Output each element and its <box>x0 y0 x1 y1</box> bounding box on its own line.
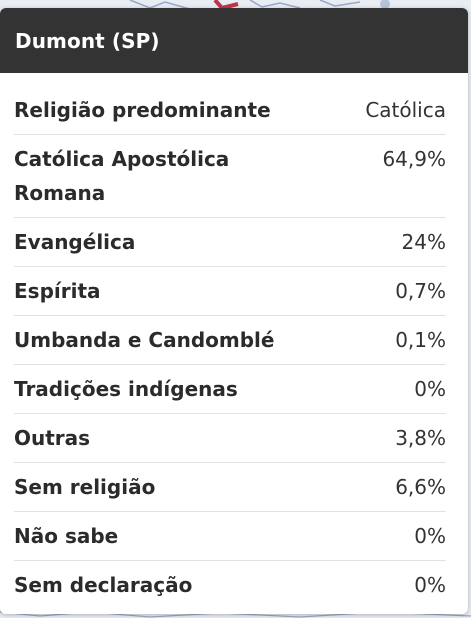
table-row: Espírita 0,7% <box>14 267 446 316</box>
row-label: Sem religião <box>14 475 156 499</box>
row-value: 64,9% <box>382 147 446 171</box>
row-label: Espírita <box>14 279 101 303</box>
row-value: 0% <box>414 573 446 597</box>
row-value: 6,6% <box>395 475 446 499</box>
row-value: Católica <box>365 98 446 122</box>
row-label: Religião predominante <box>14 98 271 122</box>
table-row: Outras 3,8% <box>14 414 446 463</box>
row-label: Não sabe <box>14 524 119 548</box>
row-value: 0% <box>414 524 446 548</box>
row-value: 0% <box>414 377 446 401</box>
table-row: Católica Apostólica Romana 64,9% <box>14 135 446 218</box>
row-value: 0,7% <box>395 279 446 303</box>
municipality-popup: Dumont (SP) Religião predominante Católi… <box>0 8 468 614</box>
row-label: Umbanda e Candomblé <box>14 328 275 352</box>
row-label: Evangélica <box>14 230 136 254</box>
table-row: Evangélica 24% <box>14 218 446 267</box>
table-row: Religião predominante Católica <box>14 93 446 135</box>
table-row: Sem religião 6,6% <box>14 463 446 512</box>
row-label: Outras <box>14 426 91 450</box>
row-label: Católica Apostólica Romana <box>14 147 230 205</box>
row-label: Tradições indígenas <box>14 377 238 401</box>
row-value: 0,1% <box>395 328 446 352</box>
religion-table: Religião predominante Católica Católica … <box>14 93 446 609</box>
table-row: Umbanda e Candomblé 0,1% <box>14 316 446 365</box>
popup-title: Dumont (SP) <box>15 28 160 53</box>
popup-header: Dumont (SP) <box>0 8 468 73</box>
table-row: Não sabe 0% <box>14 512 446 561</box>
table-row: Tradições indígenas 0% <box>14 365 446 414</box>
row-value: 3,8% <box>395 426 446 450</box>
table-row: Sem declaração 0% <box>14 561 446 609</box>
row-label: Sem declaração <box>14 573 193 597</box>
row-value: 24% <box>401 230 446 254</box>
